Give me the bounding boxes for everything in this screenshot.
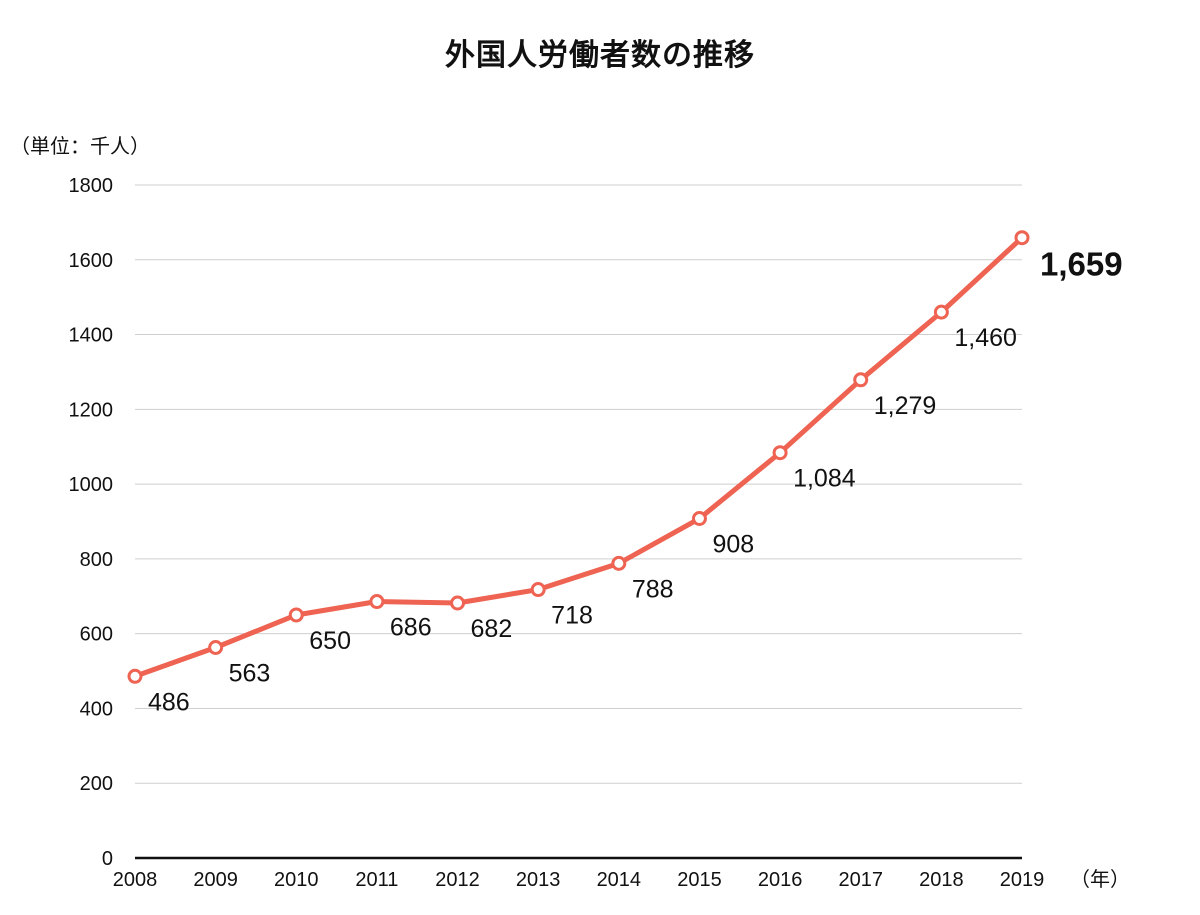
x-tick-label: 2016 — [758, 869, 803, 891]
data-point — [611, 555, 627, 571]
data-point — [127, 668, 143, 684]
y-tick-label: 0 — [102, 848, 113, 870]
data-point — [208, 640, 224, 656]
x-tick-label: 2018 — [919, 869, 964, 891]
y-tick-label: 200 — [80, 773, 113, 795]
data-point — [1014, 230, 1030, 246]
x-tick-label: 2014 — [597, 869, 642, 891]
y-tick-label: 1200 — [69, 399, 114, 421]
x-axis-unit-label: （年） — [1070, 867, 1130, 891]
data-label: 788 — [632, 575, 674, 603]
y-tick-label: 1000 — [69, 474, 114, 496]
data-label: 650 — [309, 627, 351, 655]
data-points — [127, 230, 1030, 684]
y-tick-label: 800 — [80, 549, 113, 571]
data-label: 682 — [471, 615, 513, 643]
data-point — [853, 372, 869, 388]
data-point — [369, 594, 385, 610]
axes: 0 200 400 600 800 1000 1200 1400 1600 1800 2008 200… — [69, 175, 1045, 891]
data-point — [530, 582, 546, 598]
data-label: 686 — [390, 614, 432, 642]
x-tick-label: 2017 — [838, 869, 883, 891]
data-point — [691, 511, 707, 527]
gridlines — [135, 184, 1022, 784]
x-tick-label: 2015 — [677, 869, 722, 891]
data-point — [288, 607, 304, 623]
x-tick-label: 2019 — [1000, 869, 1045, 891]
x-tick-label: 2013 — [516, 869, 561, 891]
data-point — [450, 595, 466, 611]
x-tick-label: 2011 — [355, 869, 398, 891]
data-label: 486 — [148, 688, 190, 716]
data-label: 718 — [551, 602, 593, 630]
x-tick-label: 2008 — [113, 869, 158, 891]
y-tick-label: 1400 — [69, 325, 114, 347]
data-point — [933, 304, 949, 320]
y-axis-unit-label: （単位：千人） — [10, 134, 150, 158]
y-tick-label: 1800 — [69, 175, 114, 197]
x-tick-label: 2009 — [193, 869, 238, 891]
y-tick-label: 600 — [80, 624, 113, 646]
data-label: 563 — [229, 660, 271, 688]
data-label: 1,659 — [1040, 246, 1123, 283]
data-label: 1,084 — [793, 465, 856, 493]
series-line-layer — [132, 235, 1025, 679]
data-labels: 486 563 650 686 682 718 788 908 1,084 1,279 1,460 1… — [148, 246, 1123, 717]
y-tick-label: 400 — [80, 698, 113, 720]
x-tick-label: 2010 — [274, 869, 319, 891]
x-tick-label: 2012 — [435, 869, 480, 891]
y-tick-label: 1600 — [69, 250, 114, 272]
data-label: 908 — [712, 531, 754, 559]
data-label: 1,460 — [954, 324, 1017, 352]
data-point — [772, 445, 788, 461]
chart-title: 外国人労働者数の推移 — [445, 38, 755, 73]
data-label: 1,279 — [874, 392, 937, 420]
series-line — [132, 235, 1025, 679]
